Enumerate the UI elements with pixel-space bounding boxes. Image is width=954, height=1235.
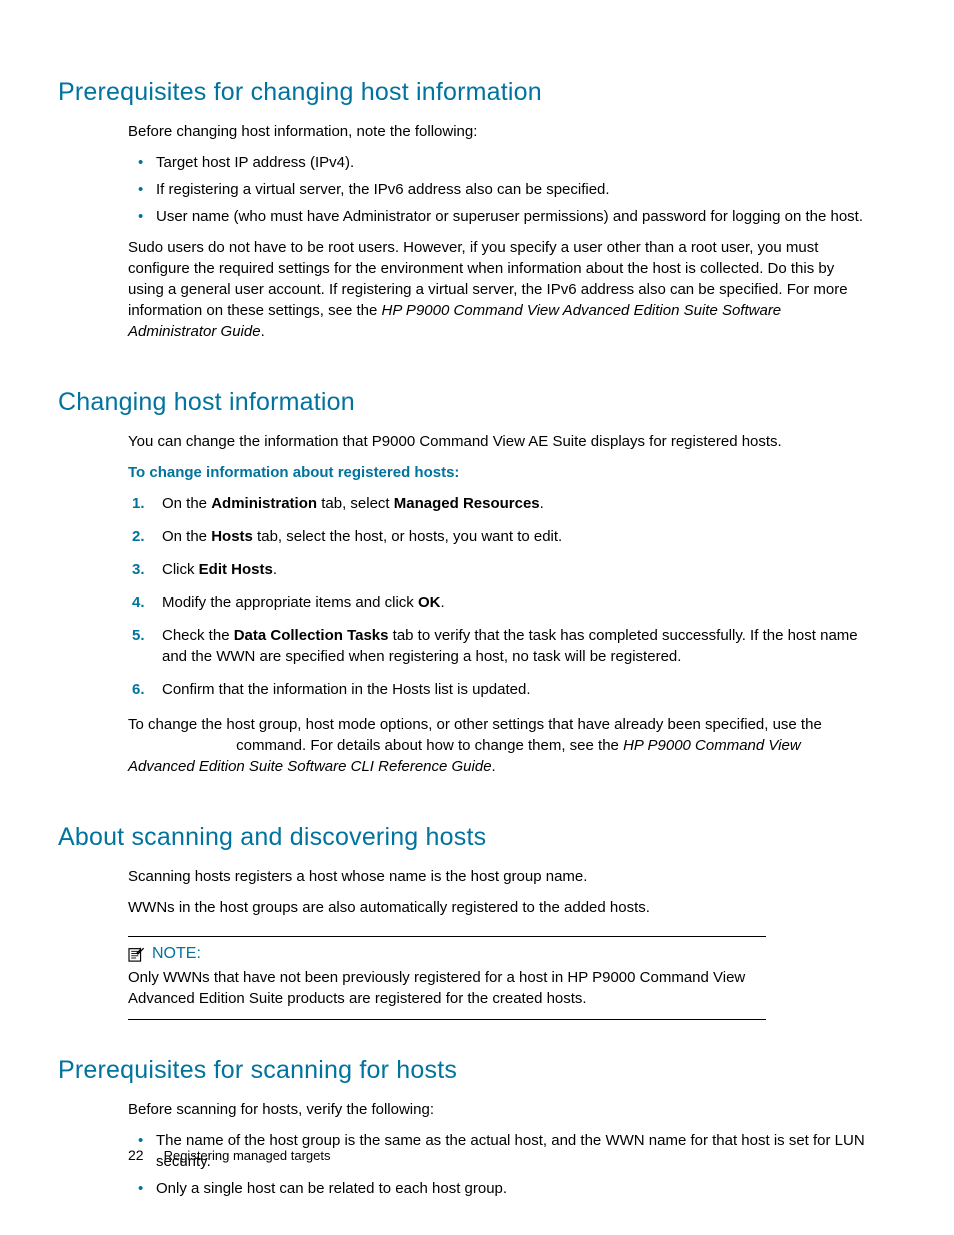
- ui-label: Hosts: [211, 528, 253, 545]
- step-item: Check the Data Collection Tasks tab to v…: [128, 625, 866, 667]
- text-run: command. For details about how to change…: [232, 737, 623, 754]
- body-changing-host-info: You can change the information that P900…: [128, 431, 866, 777]
- text-run: Click: [162, 561, 199, 578]
- intro-text: You can change the information that P900…: [128, 431, 866, 452]
- sub-paragraph: Sudo users do not have to be root users.…: [128, 237, 866, 342]
- ui-label: Managed Resources: [394, 495, 540, 512]
- note-body: Only WWNs that have not been previously …: [128, 967, 766, 1009]
- text-run: .: [273, 561, 277, 578]
- text-run: .: [492, 758, 496, 775]
- text-run: On the: [162, 528, 211, 545]
- step-item: Click Edit Hosts.: [128, 559, 866, 580]
- body-prerequisites-changing: Before changing host information, note t…: [128, 121, 866, 342]
- text-run: To change the host group, host mode opti…: [128, 716, 822, 733]
- text-run: .: [261, 323, 265, 340]
- document-page: Prerequisites for changing host informat…: [0, 0, 954, 1199]
- bullet-list: The name of the host group is the same a…: [128, 1130, 866, 1199]
- step-item: On the Administration tab, select Manage…: [128, 493, 866, 514]
- body-about-scanning: Scanning hosts registers a host whose na…: [128, 866, 866, 918]
- heading-changing-host-info: Changing host information: [58, 388, 896, 417]
- note-icon: [128, 946, 146, 962]
- ui-label: OK: [418, 594, 441, 611]
- text-run: tab, select the host, or hosts, you want…: [253, 528, 562, 545]
- after-steps-paragraph: To change the host group, host mode opti…: [128, 714, 866, 777]
- text-run: On the: [162, 495, 211, 512]
- ui-label: Administration: [211, 495, 317, 512]
- text-run: .: [540, 495, 544, 512]
- note-label: NOTE:: [152, 945, 201, 963]
- bullet-item: User name (who must have Administrator o…: [128, 206, 866, 227]
- page-number: 22: [128, 1147, 144, 1163]
- text-run: .: [440, 594, 444, 611]
- ui-label: Edit Hosts: [199, 561, 273, 578]
- ui-label: Data Collection Tasks: [234, 627, 389, 644]
- chapter-title: Registering managed targets: [164, 1148, 331, 1163]
- heading-prerequisites-scanning: Prerequisites for scanning for hosts: [58, 1056, 896, 1085]
- paragraph: WWNs in the host groups are also automat…: [128, 897, 866, 918]
- page-footer: 22 Registering managed targets: [128, 1147, 331, 1163]
- note-box: NOTE: Only WWNs that have not been previ…: [128, 936, 766, 1020]
- note-rule-top: [128, 936, 766, 937]
- task-title: To change information about registered h…: [128, 462, 866, 483]
- intro-text: Before scanning for hosts, verify the fo…: [128, 1099, 866, 1120]
- text-run: tab, select: [317, 495, 394, 512]
- bullet-item: Only a single host can be related to eac…: [128, 1178, 866, 1199]
- ordered-steps: On the Administration tab, select Manage…: [128, 493, 866, 700]
- step-item: On the Hosts tab, select the host, or ho…: [128, 526, 866, 547]
- step-item: Confirm that the information in the Host…: [128, 679, 866, 700]
- bullet-list: Target host IP address (IPv4). If regist…: [128, 152, 866, 227]
- bullet-item: Target host IP address (IPv4).: [128, 152, 866, 173]
- text-run: Modify the appropriate items and click: [162, 594, 418, 611]
- heading-prerequisites-changing: Prerequisites for changing host informat…: [58, 78, 896, 107]
- intro-text: Before changing host information, note t…: [128, 121, 866, 142]
- paragraph: Scanning hosts registers a host whose na…: [128, 866, 866, 887]
- step-item: Modify the appropriate items and click O…: [128, 592, 866, 613]
- note-header: NOTE:: [128, 945, 766, 963]
- bullet-item: If registering a virtual server, the IPv…: [128, 179, 866, 200]
- heading-about-scanning: About scanning and discovering hosts: [58, 823, 896, 852]
- text-run: Check the: [162, 627, 234, 644]
